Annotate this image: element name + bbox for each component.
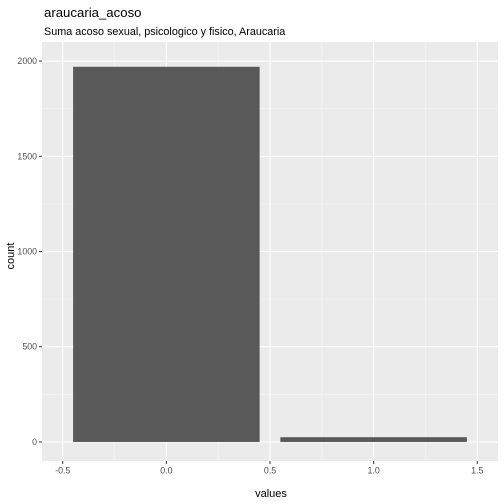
y-tick-label: 1000 bbox=[17, 247, 37, 257]
bars bbox=[73, 66, 467, 442]
x-tick-label: -0.5 bbox=[55, 466, 70, 476]
x-axis: -0.5 0.0 0.5 1.0 1.5 bbox=[55, 461, 483, 476]
x-axis-title: values bbox=[255, 488, 287, 500]
y-tick-label: 2000 bbox=[17, 56, 37, 66]
x-tick-label: 1.5 bbox=[471, 466, 483, 476]
x-tick-label: 1.0 bbox=[368, 466, 380, 476]
bar bbox=[73, 66, 260, 442]
y-tick-label: 500 bbox=[22, 342, 37, 352]
y-tick-label: 1500 bbox=[17, 151, 37, 161]
x-tick-label: 0.0 bbox=[160, 466, 172, 476]
y-axis-title: count bbox=[5, 243, 17, 270]
chart-title: araucaria_acoso bbox=[44, 5, 142, 20]
x-tick-label: 0.5 bbox=[264, 466, 276, 476]
chart-subtitle: Suma acoso sexual, psicologico y fisico,… bbox=[44, 26, 285, 38]
y-axis: 0 500 1000 1500 2000 bbox=[17, 56, 42, 447]
bar bbox=[280, 437, 467, 442]
y-tick-label: 0 bbox=[32, 437, 37, 447]
